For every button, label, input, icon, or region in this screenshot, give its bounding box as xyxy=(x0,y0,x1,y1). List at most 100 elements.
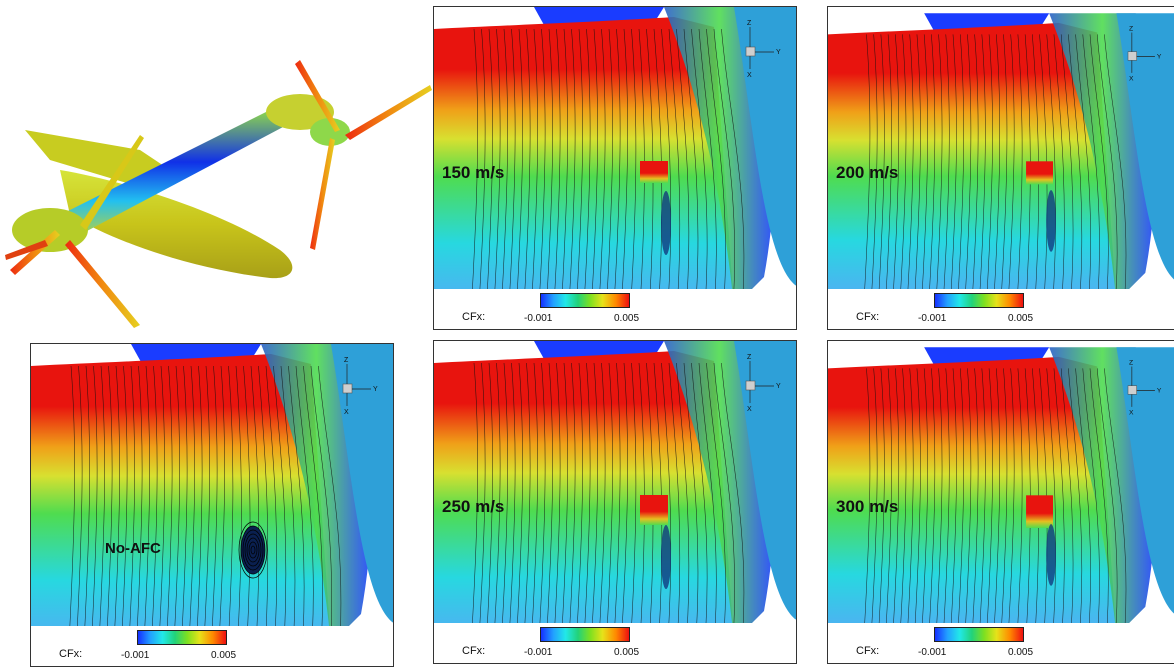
wing-surface xyxy=(434,351,734,641)
left-nacelle xyxy=(12,208,88,252)
streamline xyxy=(1017,368,1023,627)
streamline xyxy=(1039,34,1048,293)
streamline xyxy=(509,28,516,298)
streamline xyxy=(653,28,663,298)
streamline xyxy=(965,368,972,627)
streamline xyxy=(676,28,690,298)
aircraft-render xyxy=(5,60,432,328)
streamline xyxy=(1017,34,1023,293)
streamline xyxy=(1053,34,1065,293)
wake-region xyxy=(1046,524,1056,586)
streamline xyxy=(907,34,914,293)
streamline xyxy=(929,368,936,627)
streamline xyxy=(1089,368,1109,627)
streamline xyxy=(494,362,501,632)
vortex-ring xyxy=(250,545,256,555)
axis-label-y: Y xyxy=(776,383,781,390)
colorbar-label: CFx: xyxy=(462,311,486,323)
streamline xyxy=(196,365,203,645)
streamline xyxy=(614,28,621,298)
main-wing xyxy=(40,110,300,240)
streamline xyxy=(136,365,143,645)
streamline xyxy=(584,362,591,632)
streamline xyxy=(158,365,165,645)
fuselage-surface xyxy=(734,341,796,620)
streamline xyxy=(721,28,745,298)
streamline xyxy=(683,362,699,632)
streamline xyxy=(173,365,180,645)
streamline xyxy=(1046,34,1056,293)
streamline xyxy=(599,362,606,632)
vortex-ring xyxy=(246,537,260,563)
streamline xyxy=(280,365,296,645)
streamline xyxy=(721,362,745,632)
propeller-blade xyxy=(310,138,335,250)
colorbar-max: 0.005 xyxy=(614,313,640,324)
streamline xyxy=(561,362,568,632)
fuselage-surface xyxy=(734,7,796,286)
streamline xyxy=(914,34,921,293)
wing-surface xyxy=(434,17,734,307)
streamline xyxy=(569,362,576,632)
vortex-ring xyxy=(238,521,268,579)
streamline xyxy=(76,365,83,645)
colorbar-max: 0.005 xyxy=(1008,647,1034,658)
colorbar-gradient xyxy=(540,627,630,642)
axis-label-x: X xyxy=(1129,410,1134,417)
colorbar-gradient xyxy=(934,627,1024,642)
fuselage-surface xyxy=(331,344,393,623)
colorbar-gradient xyxy=(934,293,1024,308)
speed-label: 150 m/s xyxy=(442,163,505,182)
streamline xyxy=(646,28,654,298)
speed-label: No-AFC xyxy=(105,540,161,557)
colorbar: CFx: -0.001 0.005 xyxy=(828,289,1174,329)
streamline xyxy=(501,28,508,298)
streamline xyxy=(181,365,188,645)
afc-jet-patch xyxy=(640,495,668,525)
streamline xyxy=(188,365,195,645)
wake-region xyxy=(661,191,671,255)
streamline xyxy=(972,368,979,627)
streamline xyxy=(1060,368,1074,627)
streamline xyxy=(1008,34,1015,293)
streamline xyxy=(554,362,561,632)
streamline xyxy=(494,28,501,298)
streamline xyxy=(1001,34,1008,293)
tail-wing xyxy=(25,130,170,190)
streamline xyxy=(273,365,287,645)
streamline xyxy=(106,365,113,645)
axes-triad: Z Y X xyxy=(342,357,378,416)
streamline xyxy=(1046,368,1056,627)
propeller-blade xyxy=(10,230,60,275)
streamline xyxy=(166,365,173,645)
streamline xyxy=(936,368,943,627)
streamline xyxy=(936,34,943,293)
streamline xyxy=(218,365,225,645)
streamline xyxy=(91,365,98,645)
propeller-blade xyxy=(345,85,432,140)
speed-label: 200 m/s xyxy=(836,163,899,182)
streamline xyxy=(471,362,478,632)
streamline xyxy=(638,28,645,298)
streamline xyxy=(576,28,583,298)
skin-friction-field: Z Y X xyxy=(434,7,796,329)
propeller-blade xyxy=(80,135,144,230)
streamline xyxy=(295,365,314,645)
streamline xyxy=(646,362,654,632)
colorbar-min: -0.001 xyxy=(524,647,553,658)
streamline xyxy=(98,365,105,645)
streamline xyxy=(950,34,957,293)
colorbar-label: CFx: xyxy=(59,648,83,660)
streamline xyxy=(972,34,979,293)
cfx-panel-150: Z Y X 150 m/s CFx: -0.001 0.005 xyxy=(433,6,797,330)
streamline xyxy=(68,365,75,645)
streamline xyxy=(539,28,546,298)
propeller-blade xyxy=(295,60,340,132)
streamline xyxy=(1096,34,1118,293)
propeller-blade xyxy=(5,240,48,260)
streamline xyxy=(606,362,613,632)
axis-label-x: X xyxy=(344,409,349,416)
streamline xyxy=(1024,34,1031,293)
streamline xyxy=(501,362,508,632)
afc-jet-patch xyxy=(640,161,668,183)
